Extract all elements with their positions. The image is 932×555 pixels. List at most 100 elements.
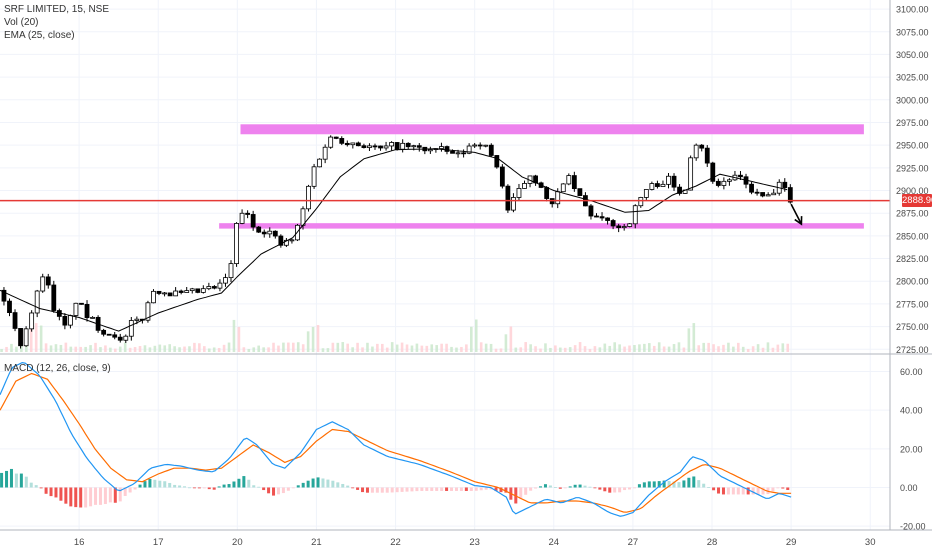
volume-bar [608, 345, 612, 352]
volume-bar [346, 343, 349, 352]
candle-body [278, 235, 284, 246]
macd-histogram-bar [553, 487, 557, 488]
volume-bar [222, 344, 226, 352]
volume-bar [39, 325, 43, 352]
time-tick-label: 28 [707, 537, 718, 548]
candle-body [134, 318, 140, 321]
candle-body [211, 286, 217, 289]
volume-bar [598, 347, 602, 352]
candle-body [267, 230, 273, 235]
volume-bar [415, 343, 419, 352]
volume-bar [652, 345, 656, 352]
candle-body [51, 284, 57, 311]
volume-bar [504, 334, 508, 352]
volume-bar [178, 347, 181, 352]
macd-histogram-bar [267, 487, 271, 494]
volume-bar [494, 348, 498, 352]
volume-bar [44, 343, 48, 352]
macd-histogram-bar [736, 487, 740, 495]
macd-histogram-bar [89, 487, 93, 507]
volume-bar [118, 346, 122, 352]
macd-histogram-bar [158, 480, 162, 488]
candle-body [516, 188, 522, 198]
macd-histogram-bar [207, 487, 211, 490]
candle-body [361, 145, 367, 148]
candle-body [787, 187, 793, 203]
macd-histogram-bar [420, 487, 424, 491]
price-tick-label: 3000.00 [896, 95, 929, 105]
candle-body [12, 312, 18, 329]
candle-body [632, 205, 638, 225]
volume-bar [697, 345, 701, 352]
volume-bar [761, 347, 765, 352]
candle-body [272, 230, 278, 237]
volume-bar [381, 343, 384, 352]
macd-histogram-bar [494, 487, 498, 492]
candle-body [643, 189, 649, 198]
volume-bar [534, 346, 537, 352]
volume-bar [34, 323, 38, 352]
candle-body [710, 162, 716, 182]
macd-histogram-bar [632, 487, 636, 489]
macd-histogram-bar [331, 480, 335, 488]
candle-body [68, 315, 73, 326]
macd-histogram-bar [721, 487, 725, 495]
volume-bar [193, 342, 196, 352]
macd-histogram-bar [746, 487, 750, 495]
volume-bar [756, 344, 760, 352]
volume-bar [638, 344, 641, 352]
resistance-zone [240, 124, 864, 135]
volume-bar [529, 344, 532, 352]
volume-bar [114, 348, 117, 352]
volume-bar [59, 344, 63, 352]
macd-tick-label: -20.00 [900, 522, 926, 532]
volume-bar [217, 347, 221, 352]
ema-label[interactable]: EMA (25, close) [4, 30, 75, 41]
candle-body [328, 136, 334, 148]
macd-histogram-bar [717, 487, 721, 494]
macd-histogram-bar [69, 487, 73, 507]
volume-bar [771, 347, 775, 352]
volume-bar [702, 342, 705, 352]
macd-histogram-bar [697, 480, 701, 488]
macd-histogram-bar [573, 484, 577, 488]
macd-histogram-bar [187, 487, 191, 489]
macd-histogram-bar [34, 485, 38, 488]
macd-histogram-bar [79, 487, 83, 508]
candle-body [738, 174, 743, 178]
volume-bar [104, 345, 107, 352]
macd-label[interactable]: MACD (12, 26, close, 9) [4, 363, 111, 374]
candle-body [727, 179, 732, 182]
macd-histogram-bar [578, 484, 582, 488]
volume-bar [311, 326, 315, 352]
volume-bar [460, 346, 463, 352]
candle-body [660, 183, 666, 187]
macd-histogram-bar [138, 484, 142, 488]
volume-label[interactable]: Vol (20) [4, 17, 39, 28]
volume-bar [361, 347, 364, 352]
candle-body [666, 175, 671, 185]
volume-bar [692, 323, 696, 352]
candle-body [367, 145, 372, 148]
volume-bar [657, 342, 661, 352]
macd-histogram-bar [178, 485, 182, 488]
symbol-label[interactable]: SRF LIMITED, 15, NSE [4, 4, 110, 15]
candle-body [261, 231, 267, 235]
volume-bar [207, 348, 211, 352]
candle-body [588, 205, 594, 217]
volume-bar [138, 346, 142, 352]
candle-body [616, 225, 622, 229]
price-tick-label: 2950.00 [896, 141, 929, 151]
time-tick-label: 17 [153, 537, 164, 548]
candle-body [494, 155, 500, 168]
price-legend: SRF LIMITED, 15, NSE Vol (20) EMA (25, c… [4, 3, 109, 42]
macd-histogram-bar [539, 486, 543, 488]
volume-bar [64, 342, 68, 352]
volume-bar [237, 326, 241, 352]
volume-bar [465, 344, 468, 352]
candle-body [455, 152, 461, 155]
volume-bar [326, 348, 330, 352]
macd-histogram-bar [19, 473, 23, 488]
candle-body [283, 239, 289, 246]
volume-bar [732, 346, 735, 352]
